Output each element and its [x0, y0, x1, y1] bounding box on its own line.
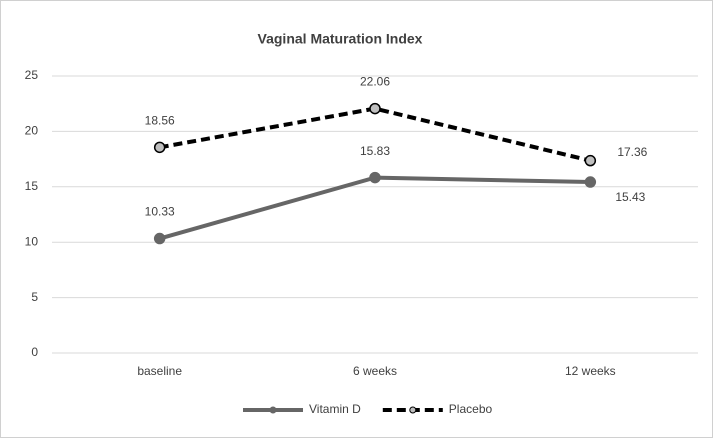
y-tick-label: 20 [25, 124, 39, 138]
data-label: 17.36 [617, 145, 647, 159]
y-tick-label: 25 [25, 68, 39, 82]
data-label: 10.33 [145, 205, 175, 219]
x-tick-label: 6 weeks [353, 364, 397, 378]
legend-marker [269, 406, 277, 414]
y-tick-label: 15 [25, 179, 39, 193]
y-tick-label: 10 [25, 234, 39, 248]
data-point [584, 154, 597, 167]
data-point [153, 141, 166, 154]
legend-label: Placebo [449, 402, 493, 416]
y-tick-label: 5 [31, 290, 38, 304]
data-point [369, 171, 381, 184]
data-point [369, 102, 381, 115]
legend-marker [409, 406, 417, 414]
x-tick-label: baseline [137, 364, 182, 378]
y-tick-label: 0 [31, 345, 38, 359]
chart-title: Vaginal Maturation Index [258, 31, 423, 47]
legend-label: Vitamin D [309, 402, 361, 416]
data-label: 15.83 [360, 144, 390, 158]
data-label: 22.06 [360, 75, 390, 89]
data-point [153, 232, 166, 245]
x-tick-label: 12 weeks [565, 364, 616, 378]
data-label: 15.43 [615, 190, 645, 204]
data-label: 18.56 [145, 114, 175, 128]
data-point [584, 176, 597, 188]
